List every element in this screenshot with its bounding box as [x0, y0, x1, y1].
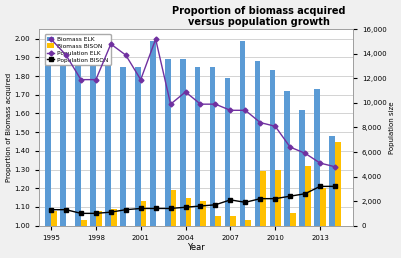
Population BISON	[288, 195, 293, 198]
Bar	[290, 213, 296, 226]
Population BISON	[168, 207, 173, 210]
Bar	[210, 67, 215, 226]
Bar	[75, 48, 81, 226]
Population ELK	[332, 165, 337, 168]
Bar	[300, 110, 305, 226]
Bar	[170, 190, 176, 226]
X-axis label: Year: Year	[187, 244, 205, 252]
Bar	[141, 201, 146, 226]
Bar	[111, 209, 117, 226]
Bar	[245, 220, 251, 226]
Population BISON	[153, 207, 158, 210]
Population ELK	[273, 125, 277, 128]
Bar	[230, 216, 236, 226]
Bar	[81, 220, 87, 226]
Population BISON	[303, 192, 308, 195]
Population BISON	[93, 212, 98, 215]
Bar	[225, 78, 230, 226]
Population ELK	[49, 38, 53, 41]
Y-axis label: Proportion of Biomass acquired: Proportion of Biomass acquired	[6, 73, 12, 182]
Bar	[275, 170, 281, 226]
Bar	[240, 41, 245, 226]
Bar	[320, 188, 326, 226]
Population ELK	[138, 78, 143, 81]
Y-axis label: Population size: Population size	[389, 101, 395, 154]
Bar	[105, 52, 111, 226]
Bar	[45, 59, 51, 226]
Population BISON	[183, 206, 188, 209]
Population ELK	[93, 78, 98, 81]
Population ELK	[228, 109, 233, 112]
Title: Proportion of biomass acquired
versus population growth: Proportion of biomass acquired versus po…	[172, 6, 346, 27]
Population BISON	[243, 201, 248, 204]
Population ELK	[168, 103, 173, 106]
Bar	[255, 61, 260, 226]
Bar	[305, 166, 311, 226]
Bar	[96, 211, 101, 226]
Population BISON	[79, 212, 83, 215]
Bar	[150, 41, 156, 226]
Bar	[200, 201, 206, 226]
Population BISON	[273, 197, 277, 200]
Bar	[329, 136, 335, 226]
Population BISON	[198, 204, 203, 207]
Population ELK	[64, 54, 69, 57]
Population ELK	[183, 90, 188, 93]
Population BISON	[108, 211, 113, 214]
Population ELK	[303, 152, 308, 155]
Population ELK	[153, 38, 158, 41]
Bar	[135, 67, 141, 226]
Bar	[284, 91, 290, 226]
Population ELK	[288, 146, 293, 149]
Bar	[186, 198, 191, 226]
Bar	[335, 141, 340, 226]
Bar	[120, 67, 126, 226]
Population ELK	[243, 109, 248, 112]
Population ELK	[79, 78, 83, 81]
Bar	[195, 67, 200, 226]
Bar	[260, 171, 266, 226]
Population ELK	[198, 103, 203, 106]
Bar	[60, 50, 66, 226]
Population BISON	[64, 208, 69, 211]
Population ELK	[318, 162, 322, 165]
Population BISON	[228, 198, 233, 201]
Population BISON	[258, 197, 263, 200]
Population BISON	[138, 207, 143, 210]
Bar	[180, 59, 186, 226]
Population ELK	[258, 121, 263, 124]
Population BISON	[124, 208, 128, 211]
Line: Population BISON: Population BISON	[49, 185, 337, 215]
Population BISON	[318, 185, 322, 188]
Population BISON	[332, 185, 337, 188]
Population ELK	[213, 103, 218, 106]
Bar	[269, 70, 275, 226]
Bar	[90, 52, 96, 226]
Bar	[215, 216, 221, 226]
Bar	[165, 59, 170, 226]
Population BISON	[49, 208, 53, 211]
Bar	[314, 89, 320, 226]
Bar	[51, 211, 57, 226]
Population BISON	[213, 203, 218, 206]
Population ELK	[124, 54, 128, 57]
Population ELK	[108, 43, 113, 46]
Legend: Biomass ELK, Biomass BISON, Population ELK, Population BISON: Biomass ELK, Biomass BISON, Population E…	[45, 34, 111, 65]
Line: Population ELK: Population ELK	[49, 37, 337, 168]
